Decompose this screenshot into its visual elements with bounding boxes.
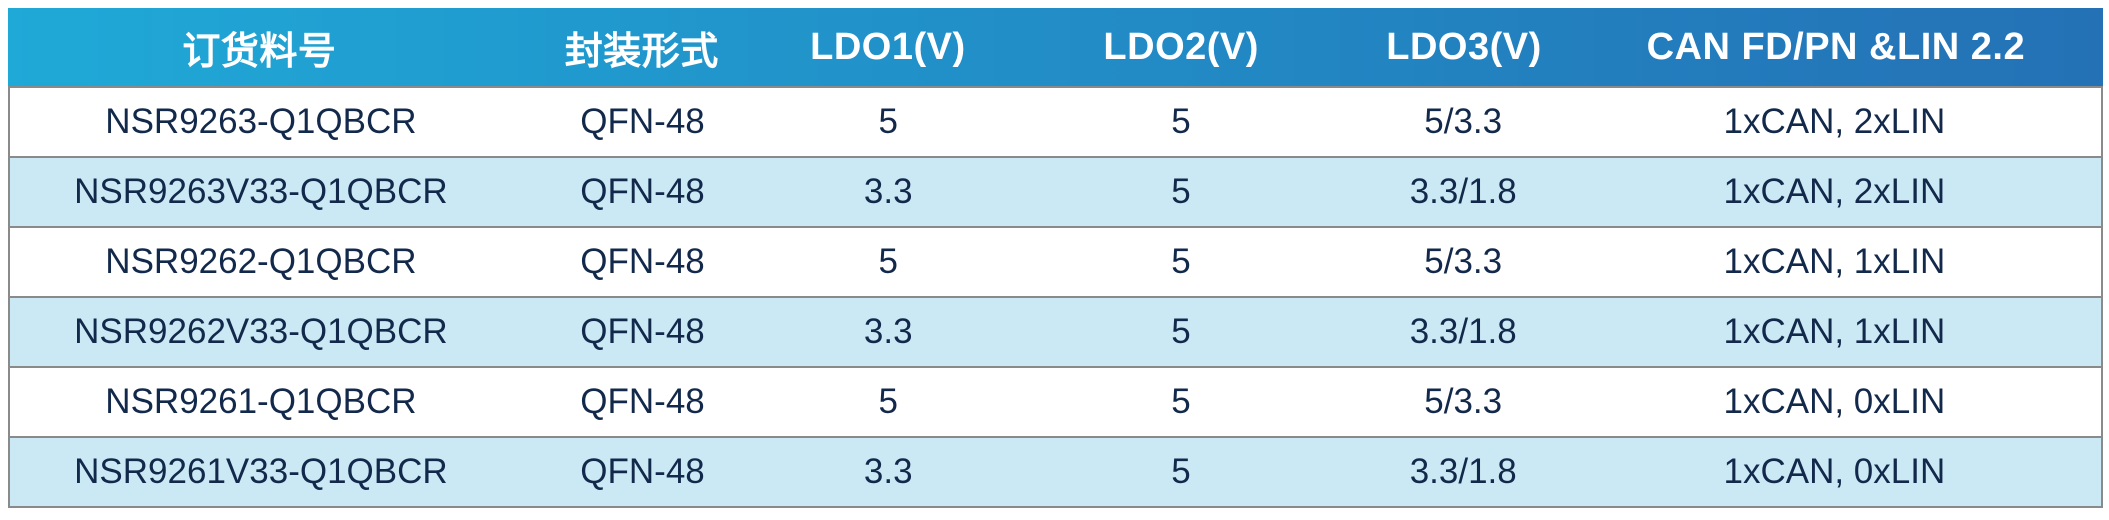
table-row: NSR9261V33-Q1QBCR QFN-48 3.3 5 3.3/1.8 1… <box>10 436 2101 506</box>
cell-can-lin: 1xCAN, 0xLIN <box>1723 382 1946 421</box>
column-header-ldo3: LDO3(V) <box>1386 25 1542 68</box>
cell-part-number: NSR9263V33-Q1QBCR <box>74 172 448 211</box>
cell-ldo1: 3.3 <box>863 172 913 211</box>
cell-ldo3: 3.3/1.8 <box>1409 312 1517 351</box>
column-header-ldo2: LDO2(V) <box>1103 25 1259 68</box>
cell-package: QFN-48 <box>580 452 705 491</box>
cell-ldo3: 5/3.3 <box>1424 102 1503 141</box>
cell-package: QFN-48 <box>580 312 705 351</box>
cell-part-number: NSR9261V33-Q1QBCR <box>74 452 448 491</box>
table-row: NSR9263V33-Q1QBCR QFN-48 3.3 5 3.3/1.8 1… <box>10 156 2101 226</box>
cell-ldo1: 3.3 <box>863 452 913 491</box>
cell-ldo1: 5 <box>878 382 898 421</box>
table-row: NSR9262V33-Q1QBCR QFN-48 3.3 5 3.3/1.8 1… <box>10 296 2101 366</box>
ordering-info-table: 订货料号 封装形式 LDO1(V) LDO2(V) LDO3(V) CAN FD… <box>8 8 2103 508</box>
cell-ldo2: 5 <box>1171 452 1191 491</box>
cell-ldo3: 3.3/1.8 <box>1409 172 1517 211</box>
cell-ldo1: 3.3 <box>863 312 913 351</box>
table-row: NSR9261-Q1QBCR QFN-48 5 5 5/3.3 1xCAN, 0… <box>10 366 2101 436</box>
cell-ldo1: 5 <box>878 242 898 281</box>
cell-package: QFN-48 <box>580 382 705 421</box>
cell-part-number: NSR9263-Q1QBCR <box>105 102 417 141</box>
cell-package: QFN-48 <box>580 102 705 141</box>
cell-can-lin: 1xCAN, 2xLIN <box>1723 102 1946 141</box>
cell-part-number: NSR9262V33-Q1QBCR <box>74 312 448 351</box>
column-header-can-lin: CAN FD/PN &LIN 2.2 <box>1646 25 2026 68</box>
cell-ldo2: 5 <box>1171 382 1191 421</box>
column-header-package: 封装形式 <box>564 30 719 73</box>
table-header-row: 订货料号 封装形式 LDO1(V) LDO2(V) LDO3(V) CAN FD… <box>8 8 2103 86</box>
cell-ldo2: 5 <box>1171 102 1191 141</box>
column-header-ldo1: LDO1(V) <box>810 25 966 68</box>
cell-can-lin: 1xCAN, 0xLIN <box>1723 452 1946 491</box>
cell-package: QFN-48 <box>580 172 705 211</box>
cell-ldo2: 5 <box>1171 242 1191 281</box>
cell-part-number: NSR9262-Q1QBCR <box>105 242 417 281</box>
table-row: NSR9262-Q1QBCR QFN-48 5 5 5/3.3 1xCAN, 1… <box>10 226 2101 296</box>
cell-can-lin: 1xCAN, 1xLIN <box>1723 242 1946 281</box>
cell-ldo1: 5 <box>878 102 898 141</box>
column-header-part-number: 订货料号 <box>182 30 337 73</box>
cell-can-lin: 1xCAN, 1xLIN <box>1723 312 1946 351</box>
cell-can-lin: 1xCAN, 2xLIN <box>1723 172 1946 211</box>
cell-part-number: NSR9261-Q1QBCR <box>105 382 417 421</box>
table-row: NSR9263-Q1QBCR QFN-48 5 5 5/3.3 1xCAN, 2… <box>10 86 2101 156</box>
cell-package: QFN-48 <box>580 242 705 281</box>
table-body: NSR9263-Q1QBCR QFN-48 5 5 5/3.3 1xCAN, 2… <box>8 86 2103 508</box>
cell-ldo2: 5 <box>1171 312 1191 351</box>
cell-ldo2: 5 <box>1171 172 1191 211</box>
cell-ldo3: 5/3.3 <box>1424 382 1503 421</box>
cell-ldo3: 5/3.3 <box>1424 242 1503 281</box>
cell-ldo3: 3.3/1.8 <box>1409 452 1517 491</box>
